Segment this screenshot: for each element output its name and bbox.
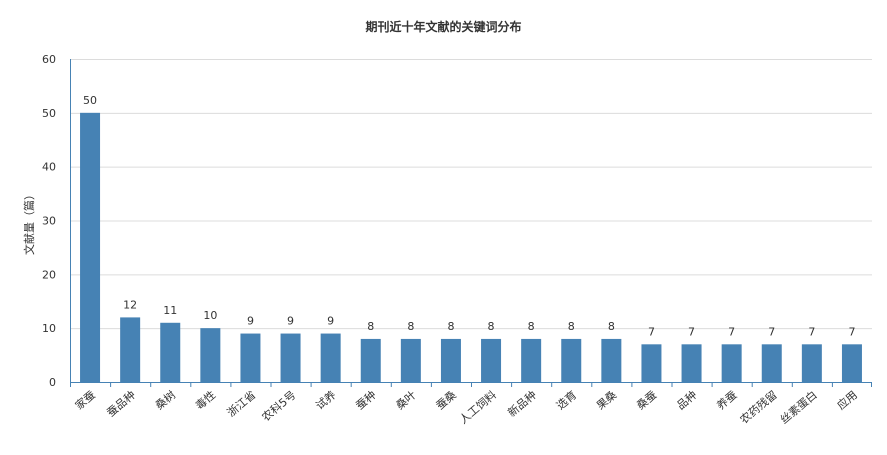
value-label: 9 (327, 315, 334, 328)
x-tick-label: 毒性 (192, 388, 218, 413)
value-label: 8 (528, 320, 535, 333)
bar (320, 333, 341, 382)
value-label: 9 (247, 315, 254, 328)
value-label: 10 (203, 309, 217, 322)
value-label: 8 (407, 320, 414, 333)
bar (641, 344, 662, 382)
bar (801, 344, 822, 382)
value-label: 9 (287, 315, 294, 328)
x-tick-label: 果桑 (594, 388, 619, 412)
chart-title: 期刊近十年文献的关键词分布 (365, 20, 522, 34)
value-label: 12 (123, 298, 137, 311)
value-label: 8 (568, 320, 575, 333)
value-label: 11 (163, 304, 177, 317)
bar (681, 344, 702, 382)
x-tick-label: 蚕桑 (434, 388, 459, 412)
x-tick-label: 蚕种 (353, 388, 379, 413)
x-tick-label: 应用 (834, 388, 860, 413)
bar (481, 338, 502, 382)
x-tick-label: 农药残留 (737, 388, 780, 427)
bar (360, 338, 381, 382)
x-tick-label: 桑叶 (394, 388, 419, 412)
x-tick-label: 新品种 (505, 388, 539, 420)
bar (561, 338, 582, 382)
bar (521, 338, 542, 382)
bar (721, 344, 742, 382)
x-tick-label: 蚕品种 (104, 388, 138, 420)
x-tick-label: 浙江省 (225, 388, 259, 419)
bar (120, 317, 141, 382)
value-label: 8 (367, 320, 374, 333)
x-tick-label: 农科5号 (259, 388, 299, 424)
bar (160, 322, 181, 382)
value-label: 7 (808, 325, 815, 338)
y-axis-title: 文献量（篇） (22, 189, 36, 255)
value-label: 8 (608, 320, 615, 333)
y-tick-label: 20 (42, 268, 56, 281)
value-label: 50 (83, 94, 97, 107)
y-tick-label: 40 (42, 161, 56, 174)
value-label: 8 (488, 320, 495, 333)
bar (400, 338, 421, 382)
value-label: 7 (728, 325, 735, 338)
value-label: 7 (848, 325, 855, 338)
bar (240, 333, 261, 382)
x-tick-label: 桑蚕 (634, 388, 659, 412)
x-tick-label: 家蚕 (72, 388, 98, 413)
x-tick-label: 桑树 (152, 388, 178, 413)
bar (841, 344, 862, 382)
bar (761, 344, 782, 382)
value-label: 7 (688, 325, 695, 338)
x-tick-label: 试养 (313, 388, 339, 413)
y-tick-label: 0 (49, 376, 56, 389)
y-tick-label: 50 (42, 107, 56, 120)
y-tick-label: 30 (42, 215, 56, 228)
x-tick-label: 丝素蛋白 (777, 388, 820, 427)
y-tick-label: 60 (42, 53, 56, 66)
bar (601, 338, 622, 382)
x-tick-label: 品种 (674, 388, 700, 413)
bar (280, 333, 301, 382)
value-label: 7 (648, 325, 655, 338)
axes (70, 59, 872, 387)
grid-lines (70, 59, 872, 330)
x-tick-label: 人工饲料 (456, 388, 499, 427)
value-label: 7 (768, 325, 775, 338)
y-tick-label: 10 (42, 322, 56, 335)
bar (80, 112, 101, 382)
bars (80, 112, 862, 382)
value-label: 8 (447, 320, 454, 333)
bar (200, 328, 221, 382)
x-tick-label: 养蚕 (714, 388, 740, 413)
bar (440, 338, 461, 382)
x-tick-label: 选育 (553, 388, 579, 413)
